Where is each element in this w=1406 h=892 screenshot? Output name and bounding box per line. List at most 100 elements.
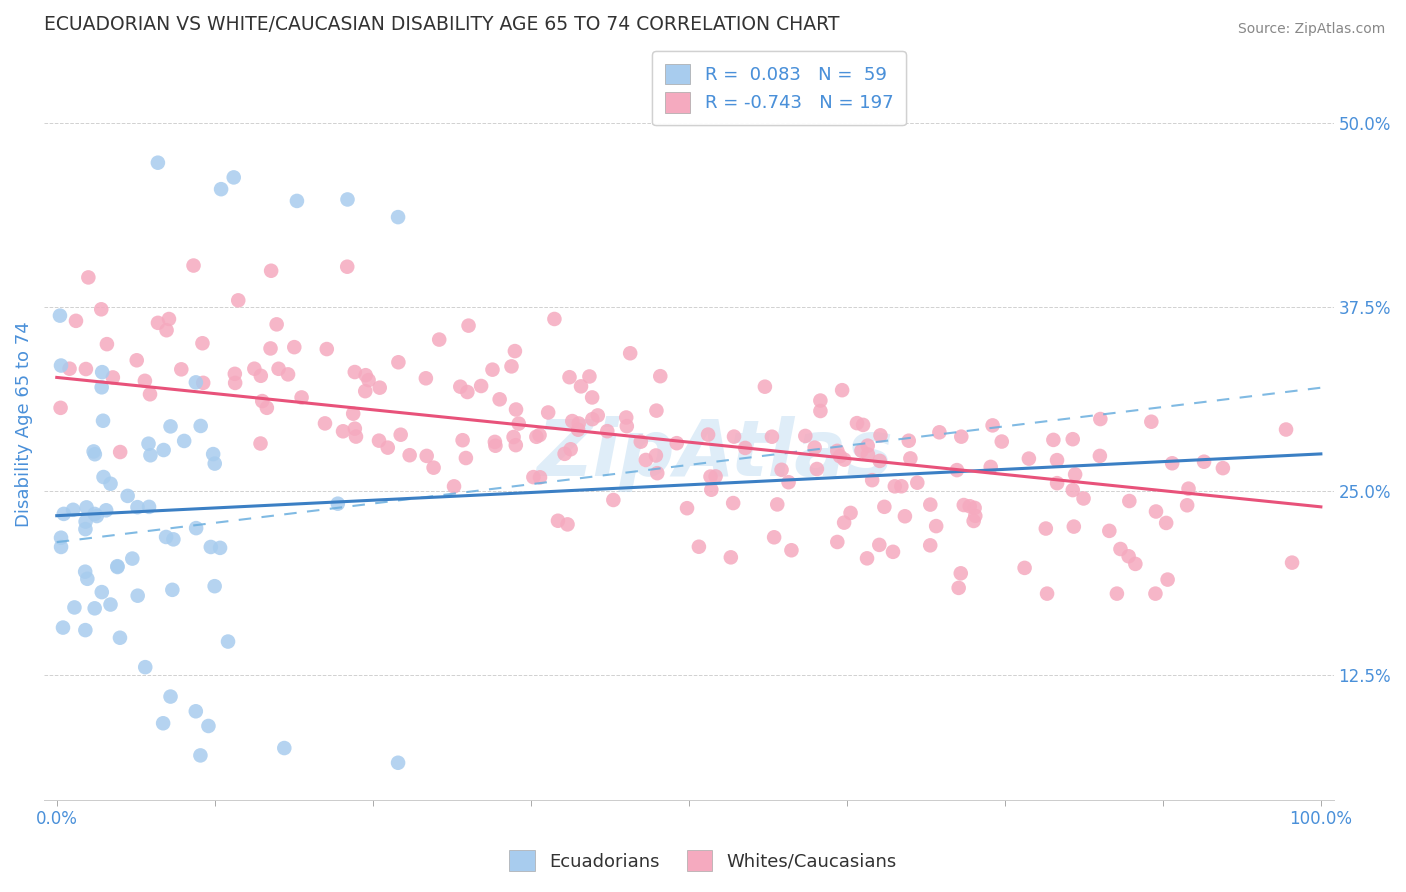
Point — [202, 447, 225, 461]
Point — [700, 483, 723, 497]
Text: ECUADORIAN VS WHITE/CAUCASIAN DISABILITY AGE 65 TO 74 CORRELATION CHART: ECUADORIAN VS WHITE/CAUCASIAN DISABILITY… — [44, 15, 839, 34]
Point — [965, 508, 987, 523]
Point — [963, 500, 986, 515]
Point — [336, 260, 359, 274]
Point — [852, 417, 875, 432]
Point — [959, 500, 981, 514]
Point — [484, 434, 506, 449]
Point — [222, 170, 245, 185]
Point — [398, 448, 420, 462]
Point — [586, 409, 609, 423]
Point — [688, 540, 710, 554]
Point — [315, 342, 337, 356]
Point — [630, 434, 652, 449]
Point — [616, 419, 638, 434]
Point — [138, 436, 160, 450]
Point — [766, 497, 789, 511]
Point — [484, 439, 506, 453]
Point — [1035, 522, 1057, 536]
Point — [368, 434, 391, 448]
Point — [209, 541, 232, 555]
Point — [644, 449, 666, 463]
Point — [734, 441, 756, 455]
Point — [249, 436, 271, 450]
Point — [868, 538, 890, 552]
Point — [946, 463, 969, 477]
Point — [76, 500, 98, 515]
Point — [83, 444, 105, 458]
Point — [1161, 456, 1184, 470]
Point — [470, 379, 492, 393]
Point — [49, 309, 72, 323]
Point — [754, 380, 776, 394]
Point — [505, 402, 527, 417]
Point — [377, 441, 399, 455]
Point — [1144, 504, 1167, 518]
Point — [827, 535, 849, 549]
Point — [1064, 467, 1087, 482]
Point — [75, 362, 97, 376]
Point — [121, 551, 143, 566]
Point — [704, 469, 727, 483]
Point — [422, 460, 444, 475]
Point — [856, 448, 879, 462]
Point — [561, 414, 583, 428]
Text: Source: ZipAtlas.com: Source: ZipAtlas.com — [1237, 22, 1385, 37]
Point — [827, 443, 849, 458]
Point — [502, 430, 524, 444]
Point — [1281, 556, 1303, 570]
Point — [368, 381, 391, 395]
Point — [882, 545, 904, 559]
Point — [443, 479, 465, 493]
Point — [190, 748, 212, 763]
Point — [763, 530, 786, 544]
Point — [125, 353, 148, 368]
Point — [204, 579, 226, 593]
Point — [184, 704, 207, 718]
Point — [75, 623, 97, 637]
Point — [1144, 586, 1167, 600]
Point — [1275, 423, 1298, 437]
Point — [155, 323, 177, 337]
Point — [1088, 449, 1111, 463]
Point — [558, 370, 581, 384]
Point — [723, 429, 745, 443]
Point — [898, 451, 921, 466]
Point — [91, 414, 114, 428]
Point — [127, 589, 149, 603]
Point — [343, 365, 366, 379]
Point — [602, 493, 624, 508]
Point — [138, 500, 160, 514]
Point — [100, 476, 122, 491]
Point — [928, 425, 950, 440]
Point — [139, 387, 162, 401]
Point — [162, 582, 184, 597]
Point — [134, 660, 156, 674]
Point — [415, 371, 437, 385]
Point — [634, 453, 657, 467]
Point — [90, 302, 112, 317]
Point — [1018, 451, 1040, 466]
Point — [794, 429, 817, 443]
Point — [49, 531, 72, 545]
Point — [1073, 491, 1095, 506]
Point — [980, 459, 1002, 474]
Point — [537, 405, 560, 419]
Point — [699, 469, 721, 483]
Point — [810, 404, 832, 418]
Point — [839, 506, 862, 520]
Point — [949, 566, 972, 581]
Point — [75, 515, 97, 529]
Point — [342, 407, 364, 421]
Point — [387, 210, 409, 224]
Point — [846, 416, 869, 430]
Point — [828, 449, 851, 463]
Point — [354, 368, 377, 383]
Point — [117, 489, 139, 503]
Point — [851, 443, 873, 458]
Point — [83, 447, 105, 461]
Point — [1177, 482, 1199, 496]
Point — [326, 497, 349, 511]
Point — [273, 741, 295, 756]
Point — [134, 374, 156, 388]
